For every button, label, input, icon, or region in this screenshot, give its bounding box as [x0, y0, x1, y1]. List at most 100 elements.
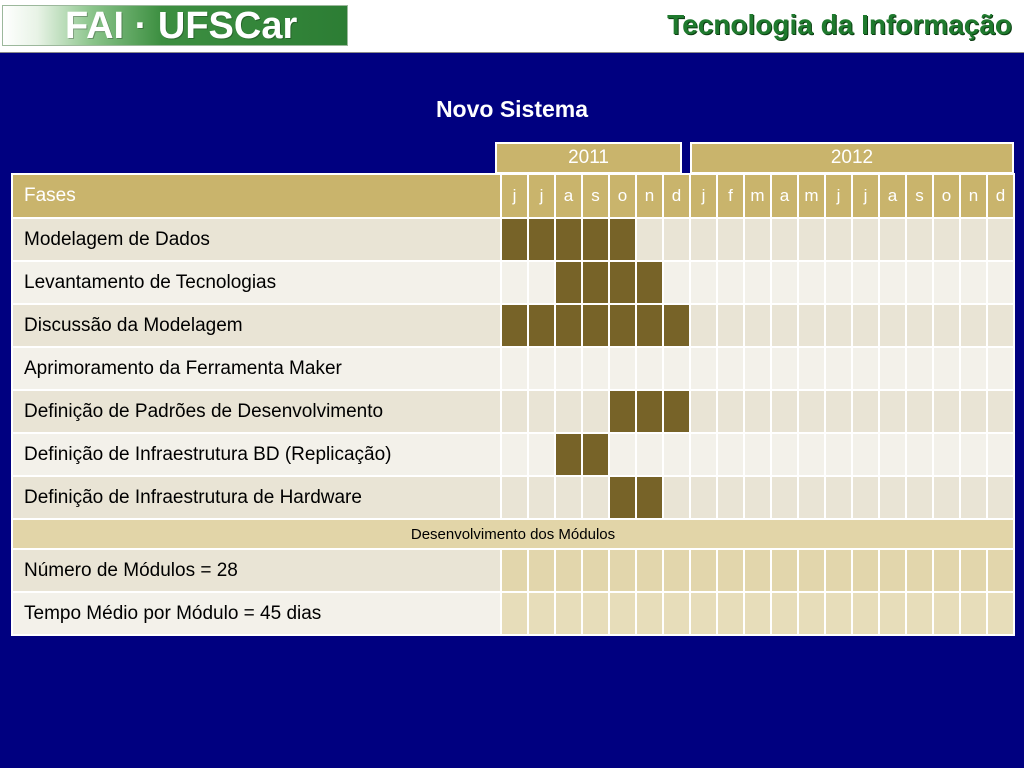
gantt-cell-active	[581, 432, 610, 477]
gantt-cell	[743, 346, 772, 391]
gantt-cell	[743, 548, 772, 593]
gantt-cell	[932, 346, 961, 391]
gantt-cell	[797, 432, 826, 477]
section-band-row: Desenvolvimento dos Módulos	[11, 518, 1015, 550]
month-header-row: Fases j j a s o n d j f m a m j j a s o n d	[11, 173, 1015, 219]
gantt-cell-active	[635, 475, 664, 520]
phase-row: Discussão da Modelagem	[11, 303, 1015, 348]
gantt-cell	[824, 260, 853, 305]
gantt-cell	[689, 260, 718, 305]
gantt-cell	[689, 346, 718, 391]
gantt-cell	[797, 303, 826, 348]
phase-row: Definição de Infraestrutura de Hardware	[11, 475, 1015, 520]
gantt-cell	[797, 260, 826, 305]
gantt-cell	[959, 303, 988, 348]
gantt-cell	[824, 346, 853, 391]
gantt-cell	[824, 591, 853, 636]
gantt-cell	[986, 303, 1015, 348]
phase-name: Aprimoramento da Ferramenta Maker	[11, 346, 502, 391]
gantt-cell-active	[581, 260, 610, 305]
gantt-cell	[824, 548, 853, 593]
gantt-cell	[932, 432, 961, 477]
gantt-cell	[878, 346, 907, 391]
gantt-cell	[689, 475, 718, 520]
phase-name: Definição de Infraestrutura BD (Replicaç…	[11, 432, 502, 477]
phase-name: Modelagem de Dados	[11, 217, 502, 262]
gantt-cell	[851, 548, 880, 593]
gantt-cell	[527, 548, 556, 593]
gantt-cell	[662, 591, 691, 636]
gantt-cell	[608, 432, 637, 477]
gantt-cell	[770, 217, 799, 262]
gantt-cell-active	[500, 303, 529, 348]
gantt-cell	[743, 217, 772, 262]
gantt-cell	[581, 475, 610, 520]
header-bar: FAI · UFSCar Tecnologia da Informação	[0, 0, 1024, 53]
gantt-cell	[500, 260, 529, 305]
gantt-cell-active	[635, 303, 664, 348]
gantt-cell	[527, 389, 556, 434]
gantt-cell	[770, 432, 799, 477]
gantt-cell	[905, 475, 934, 520]
gantt-cell	[635, 548, 664, 593]
gantt-cell	[905, 217, 934, 262]
phase-row: Modelagem de Dados	[11, 217, 1015, 262]
phase-name: Discussão da Modelagem	[11, 303, 502, 348]
stat-label: Tempo Médio por Módulo = 45 dias	[11, 591, 502, 636]
gantt-cell	[581, 548, 610, 593]
gantt-cell	[959, 260, 988, 305]
gantt-cell	[554, 346, 583, 391]
gantt-cell	[716, 475, 745, 520]
month-header: n	[959, 173, 988, 219]
gantt-cell	[905, 591, 934, 636]
gantt-cell	[662, 217, 691, 262]
gantt-cell-active	[527, 303, 556, 348]
phases-column-header: Fases	[11, 173, 502, 219]
stat-label: Número de Módulos = 28	[11, 548, 502, 593]
gantt-cell	[770, 548, 799, 593]
gantt-cell	[608, 591, 637, 636]
gantt-cell-active	[554, 303, 583, 348]
gantt-cell	[878, 217, 907, 262]
phase-row: Levantamento de Tecnologias	[11, 260, 1015, 305]
month-header: n	[635, 173, 664, 219]
month-header: d	[662, 173, 691, 219]
gantt-cell	[986, 432, 1015, 477]
gantt-cell	[851, 217, 880, 262]
gantt-cell	[986, 260, 1015, 305]
month-header: s	[905, 173, 934, 219]
gantt-cell	[662, 346, 691, 391]
gantt-cell	[932, 303, 961, 348]
gantt-cell	[770, 260, 799, 305]
gantt-cell	[500, 475, 529, 520]
gantt-cell	[581, 591, 610, 636]
gantt-cell	[689, 432, 718, 477]
gantt-cell	[770, 303, 799, 348]
month-header: o	[932, 173, 961, 219]
gantt-cell	[986, 389, 1015, 434]
month-header: a	[554, 173, 583, 219]
gantt-cell-active	[581, 303, 610, 348]
gantt-cell-active	[554, 217, 583, 262]
month-header: m	[743, 173, 772, 219]
gantt-cell	[959, 389, 988, 434]
gantt-cell	[878, 548, 907, 593]
gantt-cell	[905, 346, 934, 391]
month-header: j	[824, 173, 853, 219]
phase-name: Definição de Padrões de Desenvolvimento	[11, 389, 502, 434]
gantt-cell-active	[635, 260, 664, 305]
gantt-cell	[932, 548, 961, 593]
gantt-cell	[824, 432, 853, 477]
month-header: s	[581, 173, 610, 219]
gantt-cell	[689, 303, 718, 348]
gantt-cell-active	[554, 260, 583, 305]
gantt-cell	[716, 346, 745, 391]
gantt-cell	[959, 591, 988, 636]
gantt-cell	[527, 260, 556, 305]
gantt-cell	[770, 389, 799, 434]
gantt-cell	[878, 303, 907, 348]
gantt-cell	[716, 432, 745, 477]
gantt-cell	[797, 217, 826, 262]
gantt-cell-active	[608, 475, 637, 520]
gantt-cell	[905, 432, 934, 477]
